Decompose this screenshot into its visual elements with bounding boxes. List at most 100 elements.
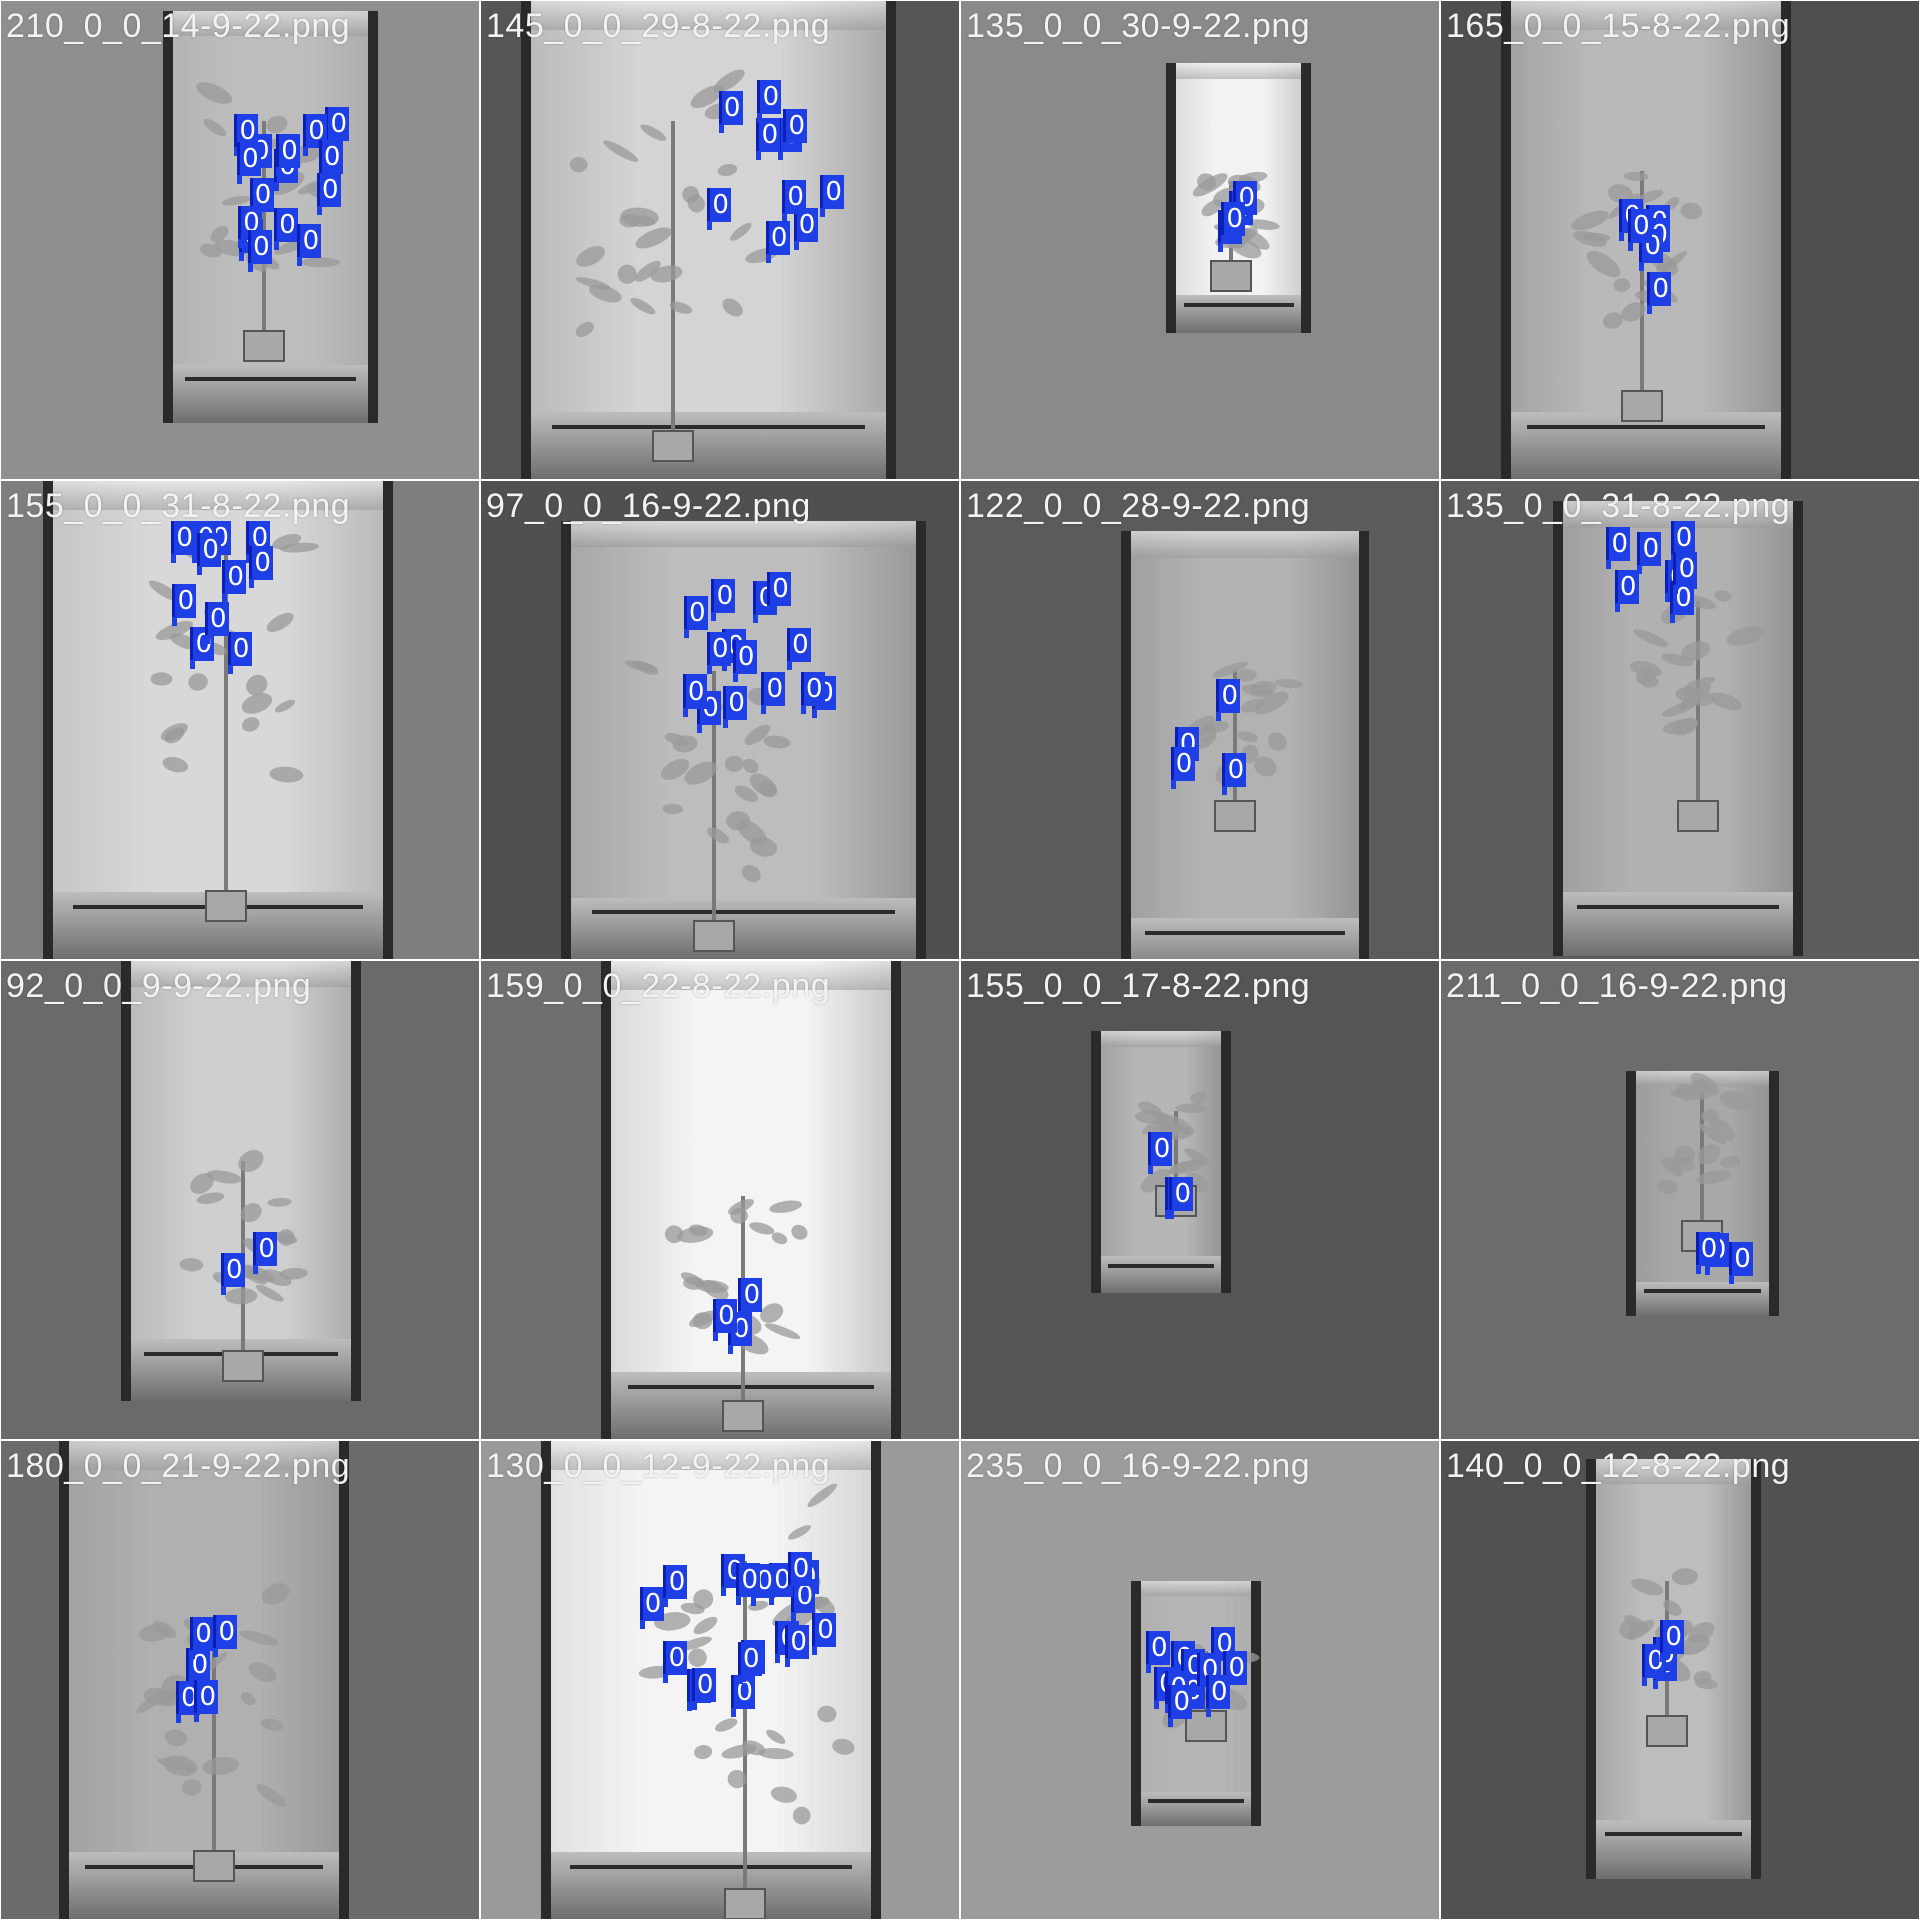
detection-class-label: 0 — [796, 1580, 814, 1611]
detection-class-label: 0 — [762, 82, 780, 113]
tile-filename: 155_0_0_17-8-22.png — [966, 967, 1311, 1005]
detection-box: 0 — [204, 602, 229, 645]
growth-chamber-photo — [59, 1441, 349, 1919]
detection-class-label: 0 — [232, 634, 250, 665]
detection-class-label: 0 — [732, 1314, 750, 1345]
detection-class-label: 0 — [668, 1567, 686, 1598]
growth-chamber-photo — [121, 961, 361, 1401]
detection-box: 0 — [1205, 1674, 1230, 1717]
detection-class-label: 0 — [226, 1254, 243, 1285]
detection-class-label: 0 — [737, 642, 755, 673]
chamber-floor — [173, 365, 368, 423]
detection-class-label: 0 — [254, 547, 271, 578]
chamber-floor — [551, 1852, 871, 1919]
detection-class-label: 0 — [741, 1564, 759, 1595]
chamber-floor — [1563, 892, 1793, 956]
detection-class-label: 0 — [251, 523, 269, 553]
detection-class-label: 0 — [798, 209, 816, 240]
detection-box: 0 — [190, 1616, 215, 1659]
image-tile: 0 0 0 159_0_0_22-8-22.png — [481, 961, 959, 1439]
detection-class-label: 0 — [743, 1280, 761, 1311]
detection-class-label: 0 — [323, 142, 341, 173]
detection-class-label: 0 — [181, 1683, 198, 1714]
image-tile: 000000000000000210_0_0_14-9-22.png — [1, 1, 479, 479]
detection-box: 0 — [171, 521, 196, 563]
detection-class-label: 0 — [242, 143, 259, 174]
tile-filename: 130_0_0_12-9-22.png — [486, 1447, 831, 1485]
growth-chamber-photo — [521, 1, 896, 479]
detection-box: 0 — [787, 1552, 812, 1595]
detection-class-label: 0 — [743, 1644, 760, 1675]
detection-box: 0 — [1673, 552, 1698, 595]
detection-class-label: 0 — [1611, 529, 1629, 560]
detection-class-label: 0 — [1642, 533, 1660, 564]
detection-box: 0 — [1627, 208, 1652, 251]
detection-box: 0 — [761, 671, 786, 714]
image-tile: 00000000000000097_0_0_16-9-22.png — [481, 481, 959, 959]
chamber-floor — [1101, 1256, 1221, 1293]
detection-box: 0 — [718, 91, 743, 134]
detection-class-label: 0 — [302, 226, 320, 256]
detection-class-label: 0 — [1675, 582, 1692, 613]
detection-class-label: 0 — [1226, 204, 1243, 235]
detection-class-label: 0 — [825, 176, 842, 207]
detection-class-label: 0 — [1665, 1621, 1682, 1652]
detection-box: 0 — [247, 229, 272, 272]
detection-box: 0 — [723, 686, 748, 729]
detection-class-label: 0 — [199, 1681, 217, 1712]
detection-box: 0 — [691, 1667, 716, 1710]
detection-box: 0 — [273, 207, 298, 250]
image-tile: 00000000000155_0_0_31-8-22.png — [1, 481, 479, 959]
detection-class-label: 0 — [239, 115, 257, 146]
detection-box: 0 — [732, 640, 757, 683]
image-tile: 00000000135_0_0_31-8-22.png — [1441, 481, 1919, 959]
detection-box: 0 — [711, 579, 736, 622]
detection-class-label: 0 — [790, 1627, 807, 1658]
detection-class-label: 0 — [308, 115, 325, 146]
detection-box: 0 — [249, 545, 274, 588]
tile-filename: 145_0_0_29-8-22.png — [486, 7, 831, 45]
detection-class-label: 0 — [788, 111, 805, 142]
chamber-floor — [571, 897, 916, 959]
chamber-floor — [1596, 1820, 1751, 1879]
detection-box: 0 — [1647, 272, 1672, 315]
detection-box: 0 — [227, 632, 252, 675]
growth-chamber-photo — [163, 11, 378, 423]
chamber-floor — [1176, 295, 1301, 333]
detection-box: 0 — [276, 133, 301, 176]
detection-box: 0 — [1222, 752, 1247, 795]
detection-class-label: 0 — [1228, 1653, 1245, 1684]
detection-box: 0 — [682, 674, 707, 717]
detection-box: 0 — [820, 174, 845, 217]
detection-box: 0 — [236, 141, 261, 184]
detection-class-label: 0 — [712, 634, 729, 665]
detection-box: 0 — [1168, 1684, 1193, 1727]
tile-filename: 210_0_0_14-9-22.png — [6, 7, 351, 45]
detection-class-label: 0 — [716, 581, 734, 612]
growth-chamber-photo — [1626, 1071, 1779, 1316]
detection-class-label: 0 — [195, 1618, 212, 1649]
detection-class-label: 0 — [281, 135, 298, 166]
detection-box: 0 — [663, 1640, 688, 1683]
detection-box: 0 — [213, 1615, 238, 1657]
detection-class-label: 0 — [202, 535, 219, 566]
chamber-floor — [1511, 412, 1781, 479]
detection-class-label: 0 — [1150, 1632, 1168, 1663]
detection-class-label: 0 — [1633, 210, 1650, 241]
detection-box: 0 — [663, 1565, 688, 1608]
detection-box: 0 — [1221, 202, 1246, 245]
detection-class-label: 0 — [761, 120, 779, 151]
detection-class-label: 0 — [696, 1669, 714, 1700]
chamber-floor — [611, 1372, 891, 1439]
detection-box: 0 — [786, 627, 811, 670]
detection-box: 0 — [765, 221, 790, 264]
detection-box: 0 — [172, 584, 197, 627]
detection-box: 0 — [1169, 1177, 1194, 1220]
chamber-floor — [1131, 918, 1359, 959]
detection-class-label: 0 — [728, 688, 745, 719]
tile-filename: 211_0_0_16-9-22.png — [1446, 967, 1788, 1005]
detection-box: 0 — [1216, 679, 1241, 722]
detection-box: 0 — [706, 632, 731, 675]
